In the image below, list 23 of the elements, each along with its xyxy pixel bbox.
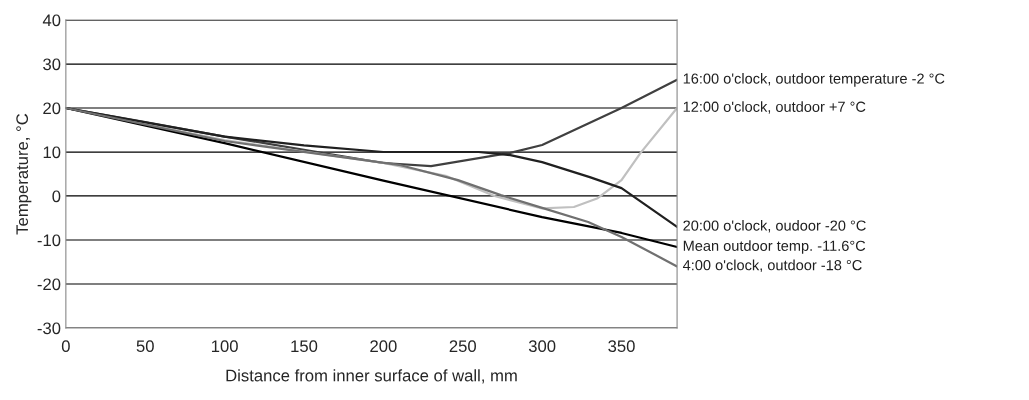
series-label: 16:00 o'clock, outdoor temperature -2 °C — [683, 73, 945, 87]
y-tick-label: 20 — [43, 102, 61, 115]
y-tick-label: 40 — [42, 14, 61, 27]
y-axis-title: Temperature, °C — [16, 113, 32, 235]
y-tick-label: 30 — [43, 58, 61, 71]
series-label: 20:00 o'clock, oudoor -20 °C — [683, 220, 866, 233]
series-label: 4:00 o'clock, outdoor -18 °C — [682, 259, 862, 273]
y-tick-label: -30 — [37, 322, 61, 335]
x-tick-label: 200 — [370, 340, 397, 353]
x-tick-label: 0 — [61, 340, 70, 353]
series-label: 12:00 o'clock, outdoor +7 °C — [683, 101, 866, 114]
x-tick-label: 350 — [608, 340, 635, 353]
x-tick-label: 150 — [291, 340, 318, 353]
y-tick-label: -10 — [37, 234, 61, 247]
x-tick-label: 100 — [211, 340, 238, 353]
y-tick-label: 0 — [52, 190, 61, 203]
x-axis-title: Distance from inner surface of wall, mm — [226, 369, 517, 384]
y-tick-label: 10 — [43, 146, 61, 159]
series-label: Mean outdoor temp. -11.6°C — [683, 240, 866, 254]
x-tick-label: 250 — [449, 340, 477, 353]
y-tick-label: -20 — [37, 278, 61, 291]
x-tick-label: 50 — [136, 340, 154, 353]
x-tick-label: 300 — [528, 340, 556, 353]
